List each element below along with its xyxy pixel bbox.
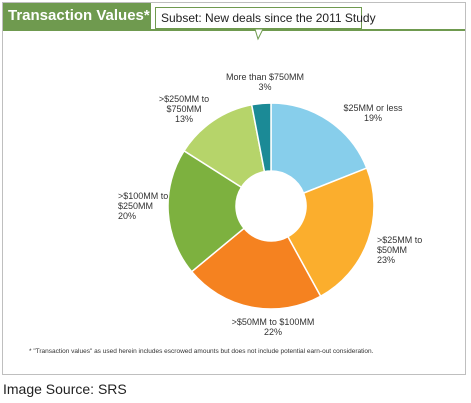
slice-label-line: $750MM xyxy=(166,104,201,114)
slices-group xyxy=(167,102,375,310)
slice-label-0: $25MM or less 19% xyxy=(343,103,403,123)
slice-label-line: >$50MM to $100MM xyxy=(232,317,315,327)
subtitle-pointer xyxy=(254,28,264,41)
slice-label-line: >$25MM to xyxy=(377,235,422,245)
slice-label-line: More than $750MM xyxy=(226,72,304,82)
slice-label-3: >$100MM to $250MM 20% xyxy=(118,191,168,221)
slice-2 xyxy=(190,227,322,310)
slice-label-line: 13% xyxy=(175,114,193,124)
slice-label-1: >$25MM to $50MM 23% xyxy=(377,235,422,265)
slice-label-5: More than $750MM 3% xyxy=(226,72,304,92)
slice-label-line: $25MM or less xyxy=(343,103,403,113)
labels-group: $25MM or less 19% >$25MM to $50MM 23% >$50MM … xyxy=(118,72,422,337)
image-source: Image Source: SRS xyxy=(3,381,127,397)
slice-label-line: 23% xyxy=(377,255,395,265)
donut-chart: $25MM or less 19% >$25MM to $50MM 23% >$50MM … xyxy=(118,28,422,337)
slice-3 xyxy=(167,149,246,273)
slice-label-line: $50MM xyxy=(377,245,407,255)
chart-card: Transaction Values* Subset: New deals si… xyxy=(2,2,466,375)
slice-label-line: >$250MM to xyxy=(159,94,209,104)
slice-label-line: 22% xyxy=(264,327,282,337)
slice-label-line: 20% xyxy=(118,211,136,221)
chart-title: Transaction Values* xyxy=(3,3,151,29)
slice-label-line: 3% xyxy=(258,82,271,92)
slice-label-line: $250MM xyxy=(118,201,153,211)
chart-subtitle: Subset: New deals since the 2011 Study xyxy=(155,7,376,29)
footnote: * "Transaction values" as used herein in… xyxy=(29,348,374,355)
slice-label-2: >$50MM to $100MM 22% xyxy=(232,317,315,337)
slice-1 xyxy=(286,167,375,298)
slice-label-line: 19% xyxy=(364,113,382,123)
header-rule xyxy=(3,29,465,31)
slice-label-line: >$100MM to xyxy=(118,191,168,201)
slice-5 xyxy=(250,102,272,173)
slice-label-4: >$250MM to $750MM 13% xyxy=(159,94,209,124)
slice-0 xyxy=(270,102,368,195)
